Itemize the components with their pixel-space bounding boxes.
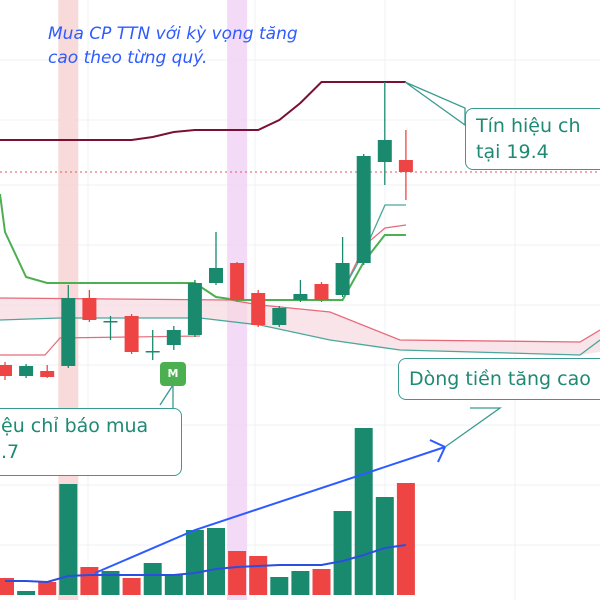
volume-ma-line [5,544,407,584]
candle-body [272,308,287,325]
volume-bar [354,428,373,595]
volume-bar [249,556,268,595]
candle-body [209,268,223,283]
candle-body [335,263,350,295]
buy-marker-badge[interactable]: M [160,362,186,386]
candle-body [145,351,160,353]
candle-body [166,330,181,345]
volume-bar [270,577,289,595]
fast-line [342,224,407,291]
callout-pointer [444,407,503,448]
volume-bar [185,530,204,595]
channel-upper-line [0,81,406,141]
candle-body [103,321,118,323]
signal-line [342,204,406,291]
annotation-text: Mua CP TTN với kỳ vọng tăng cao theo từn… [48,22,298,70]
candle-body [314,284,329,300]
volume-bar [333,511,352,595]
volume-bar [164,575,183,595]
candle-body [356,156,371,263]
callout-text: tại 19.4 [476,141,549,163]
volume-bar [207,528,225,595]
volume-bar [228,551,247,595]
callout-text: Tín hiệu ch [476,115,581,137]
volume-bar [291,571,310,595]
annotation-line-2: cao theo từng quý. [48,48,208,68]
volume-bar [396,483,415,595]
volume-bar [59,484,78,595]
candle-body [251,293,266,325]
volume-bar [375,497,394,595]
candle-body [377,140,392,162]
money-flow-callout: Dòng tiền tăng cao [398,358,600,400]
candle-body [82,298,97,320]
volume-bar [0,578,14,595]
volume-bar [122,578,141,595]
callout-text: .7 [1,441,20,463]
volume-bar [38,582,57,595]
callout-pointer [404,81,466,127]
volume-bar [17,591,36,595]
annotation-line-1: Mua CP TTN với kỳ vọng tăng [48,24,298,44]
candle-body [40,371,55,377]
candle-body [293,294,308,300]
signal-top-callout: Tín hiệu ch tại 19.4 [465,108,600,170]
candle-body [61,298,76,366]
volume-bar [143,563,162,595]
buy-signal-callout: ệu chỉ báo mua .7 [0,408,182,476]
trend-arrow-line [94,446,446,574]
callout-text: ệu chỉ báo mua [1,415,149,437]
callout-text: Dòng tiền tăng cao [409,368,591,390]
candle-body [398,160,413,172]
volume-bar [312,569,331,595]
candle-body [124,316,139,352]
candle-body [0,365,12,376]
volume-bar [101,571,120,595]
candle-body [187,283,202,335]
volume-bar [80,567,99,595]
candle-body [230,263,245,300]
candle-body [19,366,34,376]
